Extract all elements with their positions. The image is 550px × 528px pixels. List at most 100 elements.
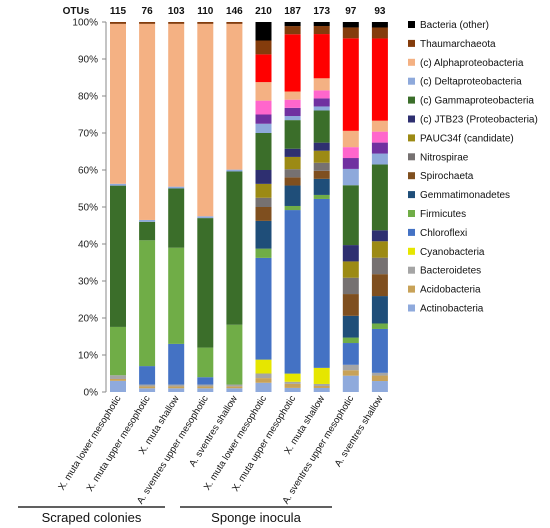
bar-segment [255,123,272,133]
bar-segment [371,375,388,382]
legend-swatch [408,172,415,180]
bar-segment [313,150,330,163]
bar-segment [197,22,214,24]
bar-stack [371,22,388,392]
bar-segment [342,245,359,262]
otu-count: 115 [110,6,127,17]
bar-segment [313,198,330,368]
legend: Bacteria (other) Thaumarchaeota (c) Alphap… [408,20,538,315]
bar-segment [313,26,330,35]
bar-stack [342,22,359,392]
bar-stack [313,22,330,392]
otu-count: 76 [142,6,154,17]
bar-stack [139,22,156,392]
bar-segment [313,385,330,388]
legend-swatch [408,247,415,255]
bar-segment [342,343,359,365]
bar-segment [342,364,359,371]
legend-swatch [408,153,415,161]
bar-segment [342,158,359,169]
bar-segment [255,133,272,170]
legend-swatch [408,96,415,104]
bar-segment [255,378,272,383]
bar-segment [342,337,359,344]
bar-segment [284,210,301,374]
bar-segment [313,78,330,91]
bar-segment [168,23,185,187]
bar-segment [284,373,301,382]
y-tick-label: 70% [78,129,98,140]
bar-segment [110,375,126,379]
bar-segment [226,384,243,387]
bar-segment [110,380,126,392]
bar-segment [342,168,359,186]
bar-segment [139,219,156,222]
bar-segment [342,370,359,376]
legend-swatch [408,77,415,85]
y-tick-label: 60% [78,166,98,177]
legend-label: Bacteroidetes [420,266,481,277]
y-axis: 0% 10% 20% 30% 40% 50% 60% 70% 80% 90% 100% [72,18,107,399]
bar-segment [255,100,272,115]
bar-segment [313,383,330,386]
bar-segment [110,326,126,376]
bar-segment [255,373,272,379]
bar-segment [168,388,185,392]
bar-segment [371,131,388,143]
bar-segment [197,386,214,389]
bar-segment [255,248,272,258]
bar-stack [284,22,301,392]
bar-segment [371,230,388,242]
bar-segment [255,197,272,207]
legend-label: Chloroflexi [420,228,467,239]
bar-segment [284,120,301,149]
bar-segment [342,27,359,39]
group-labels: Scraped colonies Sponge inocula [18,506,332,525]
bar-segment [284,177,301,186]
legend-swatch [408,58,415,66]
bar-segment [284,169,301,178]
otu-count: 187 [284,6,301,17]
bar-segment [284,99,301,108]
bar-segment [342,147,359,159]
legend-label: Cyanobacteria [420,247,485,258]
bar-segment [255,114,272,124]
bar-segment [313,98,330,107]
bar-segment [313,90,330,99]
bar-segment [342,130,359,148]
bar-segment [110,183,126,186]
bar-segment [168,186,185,189]
bar-segment [110,185,126,327]
bar-segment [168,386,185,389]
bar-segment [168,188,185,248]
bars [110,22,388,392]
bar-segment [197,388,214,392]
bar-segment [139,386,156,389]
legend-swatch [408,21,415,28]
y-tick-label: 10% [78,351,98,362]
bar-segment [284,107,301,117]
bar-segment [226,388,243,392]
bar-segment [197,23,214,217]
group-label: Scraped colonies [42,510,142,525]
legend-label: Gemmatimonadetes [420,190,510,201]
bar-segment [168,247,185,344]
bar-segment [110,378,126,381]
bar-segment [342,38,359,131]
legend-label: Spirochaeta [420,171,474,182]
legend-swatch [408,266,415,274]
bar-segment [371,274,388,297]
bar-segment [284,381,301,384]
bar-segment [284,156,301,170]
bar-segment [255,183,272,198]
legend-label: Bacteria (other) [420,20,489,31]
bar-segment [226,23,243,170]
bar-segment [313,170,330,179]
group-label: Sponge inocula [211,510,301,525]
bar-segment [371,257,388,275]
bar-segment [371,120,388,132]
otu-count: 97 [345,6,357,17]
legend-label: (c) JTB23 (Proteobacteria) [420,115,538,126]
bar-segment [371,323,388,329]
